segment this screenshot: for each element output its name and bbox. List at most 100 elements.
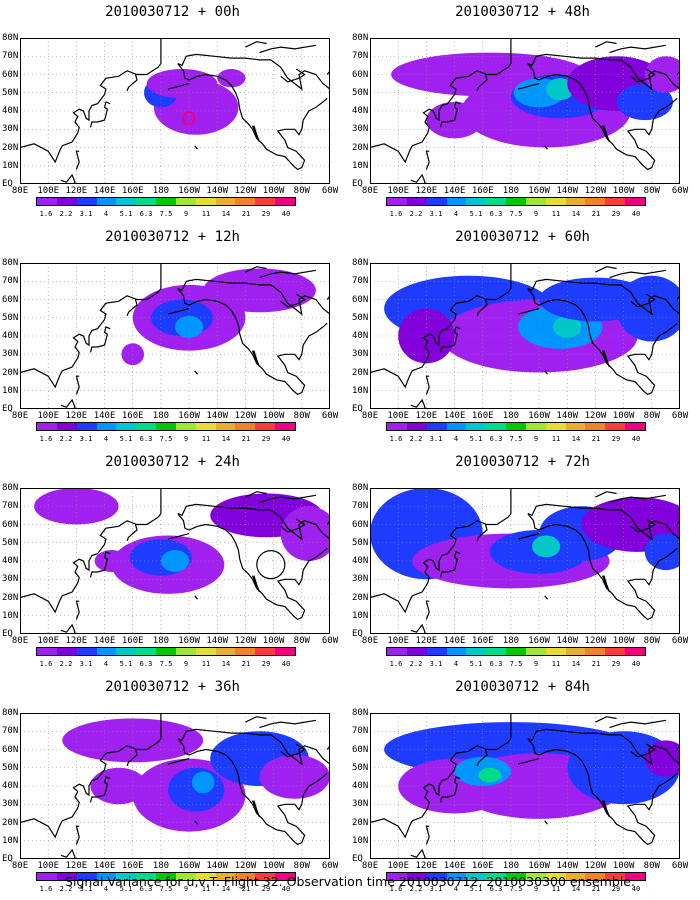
colorbar-swatch [195, 873, 216, 880]
colorbar-swatch [255, 198, 276, 205]
colorbar-swatch [136, 198, 157, 205]
coastline [126, 524, 138, 542]
colorbar-label: 14 [571, 435, 581, 443]
colorbar-swatch [255, 648, 276, 655]
colorbar-swatch [96, 648, 117, 655]
lon-tick-label: 120W [584, 636, 607, 646]
lon-tick-label: 60W [321, 411, 339, 421]
colorbar-swatch [76, 198, 97, 205]
map-frame [20, 263, 330, 409]
colorbar-swatch [565, 423, 586, 430]
lat-tick-label: 60N [352, 519, 369, 530]
colorbar-swatch [525, 423, 546, 430]
coastline [527, 53, 680, 91]
coastline [251, 575, 261, 593]
lat-tick-label: 30N [352, 349, 369, 360]
coastline [194, 595, 198, 600]
coastline [601, 800, 611, 818]
colorbar [386, 422, 646, 431]
colorbar-label: 9 [183, 210, 189, 218]
colorbar-label: 3.1 [79, 435, 93, 443]
lon-tick-label: 160E [121, 861, 144, 871]
colorbar-swatch [486, 423, 507, 430]
lon-tick-label: 80W [643, 636, 660, 646]
lon-tick-label: 120W [584, 411, 607, 421]
lat-tick-label: 40N [352, 106, 369, 116]
lon-tick-label: 140E [93, 636, 116, 646]
colorbar-label: 14 [571, 660, 581, 668]
lon-tick-label: 100E [387, 636, 410, 646]
colorbar-label: 4 [453, 660, 459, 668]
colorbar-swatch [116, 198, 137, 205]
coastline [245, 491, 267, 498]
colorbar-swatch [466, 873, 487, 880]
colorbar-label: 40 [281, 210, 291, 218]
lon-tick-label: 60W [671, 411, 689, 421]
map-frame [370, 713, 680, 859]
colorbar [36, 872, 296, 881]
colorbar-label: 21 [241, 435, 251, 443]
colorbar-label: 29 [611, 885, 621, 893]
lon-tick-label: 180 [502, 186, 520, 196]
coastline [630, 68, 656, 83]
variance-region [90, 767, 147, 805]
coastline [60, 848, 76, 859]
coastline [75, 375, 80, 395]
coastline [280, 743, 306, 758]
coastline [280, 518, 306, 533]
lon-tick-label: 140E [443, 411, 466, 421]
colorbar-label: 1.6 [39, 210, 53, 218]
lon-tick-label: 180 [152, 861, 170, 871]
colorbar-swatch [56, 873, 77, 880]
colorbar-swatch [76, 873, 97, 880]
colorbar-label: 14 [221, 210, 231, 218]
lon-tick-label: 140E [93, 411, 116, 421]
colorbar-swatch [605, 648, 626, 655]
lat-tick-label: 60N [352, 294, 369, 305]
colorbar-swatch [585, 873, 606, 880]
lon-tick-label: 120W [234, 861, 257, 871]
coastline [194, 820, 198, 825]
lat-tick-label: 20N [352, 367, 369, 378]
colorbar-label: 2.2 [59, 435, 73, 443]
colorbar-label: 6.3 [489, 210, 503, 218]
map-frame [370, 38, 680, 184]
coastline [630, 743, 656, 758]
panel-title: 2010030712 + 24h [105, 454, 240, 470]
coastline [60, 398, 76, 409]
lon-tick-label: 100W [612, 861, 635, 871]
colorbar-label: 14 [221, 435, 231, 443]
colorbar-swatch [96, 423, 117, 430]
colorbar-label: 21 [591, 435, 601, 443]
colorbar-swatch [156, 198, 176, 205]
colorbar-label: 5.1 [119, 210, 133, 218]
colorbar-swatch [545, 648, 566, 655]
colorbar [36, 197, 296, 206]
figure-caption: Signal Variance for u,v,T. Flight 32. Ob… [65, 874, 635, 889]
colorbar-label: 1.6 [39, 885, 53, 893]
colorbar-swatch [275, 873, 295, 880]
coastline [194, 145, 198, 150]
colorbar-swatch [76, 648, 97, 655]
colorbar-label: 11 [551, 885, 561, 893]
lon-tick-label: 100E [387, 411, 410, 421]
coastline [410, 623, 426, 634]
lat-tick-label: 70N [2, 276, 19, 287]
lat-tick-label: 30N [2, 349, 19, 360]
colorbar-label: 2.2 [59, 210, 73, 218]
colorbar-swatch [215, 423, 236, 430]
lon-tick-label: 160W [528, 411, 550, 421]
lon-tick-label: 80E [361, 636, 379, 646]
coastline [259, 269, 317, 279]
variance-map [20, 38, 330, 184]
colorbar-swatch [235, 873, 256, 880]
colorbar-label: 3.1 [79, 660, 93, 668]
lon-tick-label: 60W [321, 861, 339, 871]
variance-region [62, 718, 204, 763]
map-panel-60h: 2010030712 + 60h 80N 70N 60N 50N 40N 30N 20N 10N… [350, 225, 695, 443]
lat-tick-label: 80N [2, 708, 19, 718]
colorbar-label: 29 [611, 210, 621, 218]
lon-tick-label: 80E [11, 186, 29, 196]
colorbar-swatch [387, 423, 407, 430]
colorbar-label: 1.6 [389, 210, 403, 218]
